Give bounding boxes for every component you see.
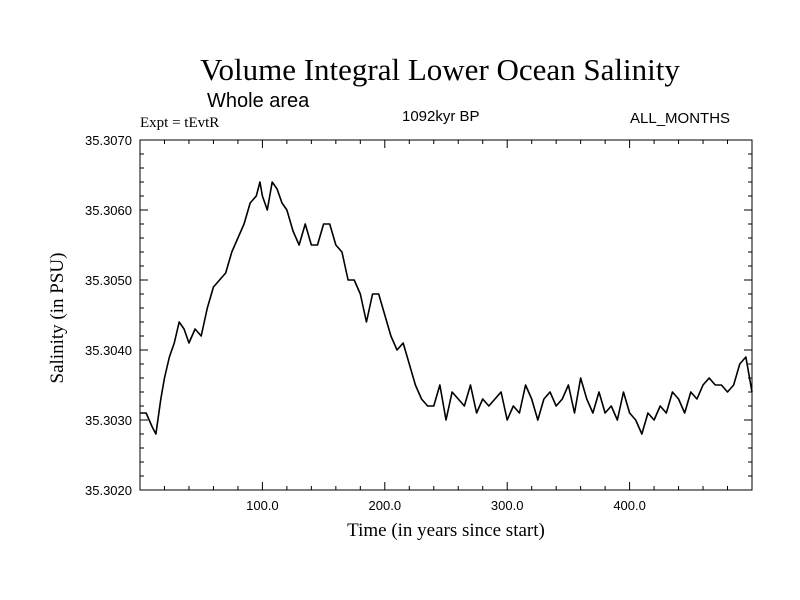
x-tick-label: 200.0 (369, 498, 402, 513)
x-tick-label: 400.0 (613, 498, 646, 513)
axis-ticks (140, 139, 752, 491)
x-tick-label: 100.0 (246, 498, 279, 513)
data-series (140, 181, 753, 435)
y-tick-label: 35.3020 (85, 483, 132, 498)
x-axis-label: Time (in years since start) (347, 520, 545, 541)
y-tick-label: 35.3070 (85, 133, 132, 148)
series-line (140, 181, 753, 435)
plot-frame (139, 139, 753, 491)
axis-tick-labels: 100.0 200.0 300.0 400.0 35.3020 35.3030 35.304… (85, 133, 646, 513)
y-tick-label: 35.3040 (85, 343, 132, 358)
y-tick-label: 35.3060 (85, 203, 132, 218)
chart-title: Volume Integral Lower Ocean Salinity (200, 52, 680, 87)
months-label: ALL_MONTHS (630, 110, 731, 127)
x-tick-label: 300.0 (491, 498, 524, 513)
experiment-label: Expt = tEvtR (140, 115, 220, 131)
chart-subtitle: Whole area (207, 90, 310, 112)
y-tick-label: 35.3030 (85, 413, 132, 428)
period-label: 1092kyr BP (402, 108, 480, 125)
y-tick-label: 35.3050 (85, 273, 132, 288)
